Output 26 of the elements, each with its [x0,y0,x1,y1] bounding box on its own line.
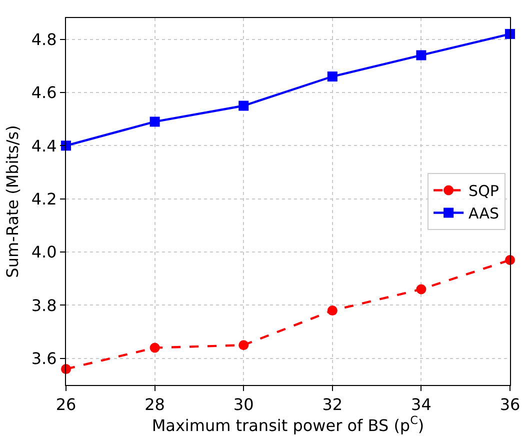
y-tick-label: 3.6 [31,349,57,368]
point [238,340,249,350]
y-axis-title: Sum-Rate (Mbits/s) [3,125,22,278]
point [150,342,160,353]
legend-label: AAS [468,204,500,223]
point [238,100,249,111]
x-tick-label: 26 [56,395,76,414]
x-tick-label: 34 [411,395,432,414]
point [505,28,515,39]
point [327,72,338,82]
y-tick-label: 4.2 [31,189,57,208]
x-tick-label: 28 [144,395,165,414]
point [416,284,426,294]
point [150,116,160,127]
y-tick-label: 3.8 [31,296,57,315]
x-axis-title: Maximum transit power of BS (p$^{C}$) [152,414,424,435]
y-tick-label: 4.0 [31,242,57,262]
legend-label: SQP [468,182,499,200]
x-tick-label: 36 [500,395,520,414]
x-tick-label: 32 [322,395,343,414]
y-tick-label: 4.6 [31,83,57,102]
point [327,306,338,316]
y-tick-label: 4.4 [31,136,57,156]
y-tick-label: 4.8 [31,30,57,49]
x-tick-label: 30 [233,395,254,414]
point [416,50,426,60]
